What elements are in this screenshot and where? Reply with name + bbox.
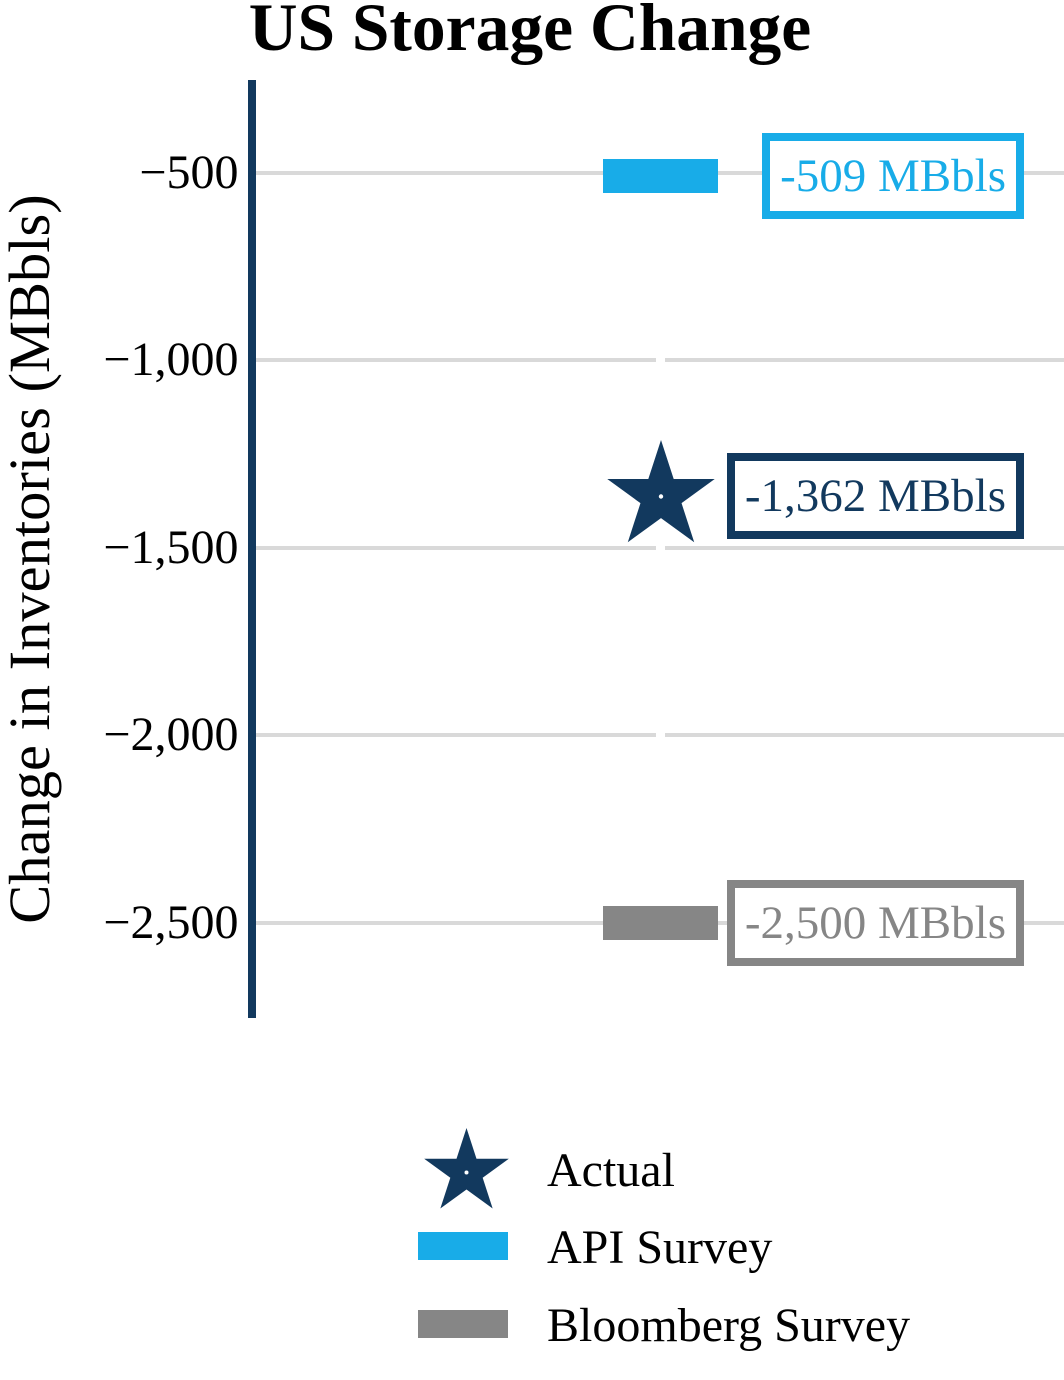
legend-bar-swatch	[418, 1232, 508, 1261]
bar-marker-bloomberg-survey	[603, 905, 718, 940]
value-label-bloomberg-survey: -2,500 MBbls	[726, 879, 1024, 966]
star-shape	[606, 439, 715, 542]
bar-marker-api-survey	[603, 159, 718, 194]
value-label-actual: -1,362 MBbls	[726, 453, 1024, 540]
legend-swatch-bloomberg-survey	[415, 1279, 511, 1369]
y-tick-label: −2,000	[103, 708, 239, 762]
star-center-dot	[464, 1170, 468, 1175]
y-axis-title: Change in Inventories (MBbls)	[0, 194, 62, 924]
gridline	[665, 545, 1064, 550]
value-label-api-survey: -509 MBbls	[762, 133, 1024, 220]
legend-swatch-actual	[418, 1124, 514, 1214]
star-center-dot	[658, 493, 663, 499]
gridline	[665, 358, 1064, 363]
legend-label-bloomberg-survey: Bloomberg Survey	[547, 1299, 911, 1353]
y-axis-line	[248, 80, 256, 1018]
legend-bar-swatch	[418, 1310, 508, 1339]
y-tick-label: −1,000	[103, 333, 239, 387]
gridline	[256, 545, 656, 550]
y-tick-label: −1,500	[103, 520, 239, 574]
chart-title: US Storage Change	[248, 0, 812, 65]
gridline	[665, 733, 1064, 738]
star-shape	[423, 1128, 509, 1209]
star-marker-actual	[606, 439, 715, 542]
y-tick-label: −500	[139, 146, 239, 199]
legend-swatch-api-survey	[415, 1201, 511, 1291]
legend-label-api-survey: API Survey	[547, 1221, 773, 1275]
gridline	[256, 920, 656, 925]
legend-star-icon	[423, 1128, 509, 1209]
y-tick-label: −2,500	[103, 895, 239, 949]
gridline	[256, 358, 656, 363]
gridline	[256, 733, 656, 738]
gridline	[256, 171, 656, 175]
legend-label-actual: Actual	[547, 1143, 675, 1197]
